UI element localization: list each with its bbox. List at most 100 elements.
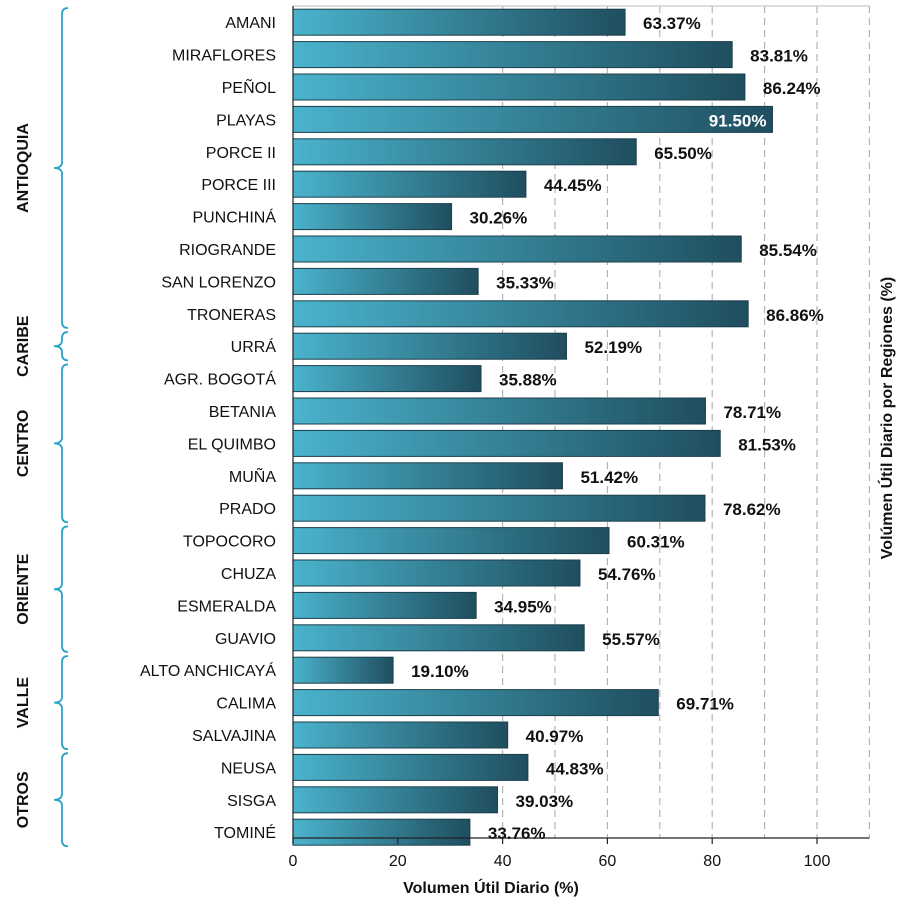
- value-label: 33.76%: [488, 824, 546, 843]
- region-label: ANTIOQUIA: [15, 123, 32, 213]
- region-bracket: [53, 7, 69, 329]
- value-label: 40.97%: [526, 727, 584, 746]
- category-labels: AMANI MIRAFLORES PEÑOL PLAYAS PORCE II PORCE …: [140, 15, 276, 842]
- value-label: 52.19%: [584, 338, 642, 357]
- x-axis-title: Volumen Útil Diario (%): [403, 878, 579, 897]
- x-tick-label: 40: [494, 853, 512, 870]
- category-label: NEUSA: [221, 760, 276, 777]
- bar: [292, 300, 749, 328]
- category-label: PEÑOL: [222, 77, 276, 97]
- category-label: TOPOCORO: [183, 534, 276, 551]
- category-label: PORCE III: [201, 177, 276, 194]
- category-label: MUÑA: [229, 466, 276, 486]
- region-bracket: [53, 655, 69, 751]
- bar: [292, 397, 706, 425]
- bar: [292, 818, 471, 846]
- bar: [292, 786, 499, 814]
- region-label: CARIBE: [15, 315, 32, 377]
- bar: [292, 235, 742, 263]
- region-bracket: [53, 331, 69, 362]
- bar: [292, 591, 477, 619]
- value-label: 86.86%: [766, 306, 824, 325]
- value-label: 51.42%: [580, 468, 638, 487]
- bar: [292, 462, 563, 490]
- bar: [292, 527, 610, 555]
- bar: [292, 41, 733, 69]
- bar: [292, 332, 567, 360]
- value-label: 44.45%: [544, 176, 602, 195]
- category-label: AGR. BOGOTÁ: [164, 370, 276, 389]
- value-label: 35.88%: [499, 371, 557, 390]
- bar: [292, 170, 527, 198]
- bar: [292, 559, 581, 587]
- region-label: ORIENTE: [15, 553, 32, 624]
- bar: [292, 689, 659, 717]
- value-label: 30.26%: [470, 209, 528, 228]
- category-label: TOMINÉ: [214, 823, 276, 842]
- x-tick-label: 0: [289, 853, 298, 870]
- x-tick-label: 80: [703, 853, 721, 870]
- bar: [292, 753, 529, 781]
- bar: [292, 203, 453, 231]
- value-label: 19.10%: [411, 662, 469, 681]
- category-label: PRADO: [219, 501, 276, 518]
- value-label: 83.81%: [750, 47, 808, 66]
- category-label: URRÁ: [231, 337, 277, 356]
- bar: [292, 429, 721, 457]
- value-label: 35.33%: [496, 273, 554, 292]
- value-label: 91.50%: [709, 111, 767, 130]
- category-label: PLAYAS: [216, 112, 276, 129]
- region-bracket: [53, 525, 69, 653]
- category-label: CALIMA: [216, 696, 276, 713]
- value-label: 69.71%: [676, 695, 734, 714]
- bar: [292, 494, 706, 522]
- value-label: 81.53%: [738, 435, 796, 454]
- bar: [292, 721, 509, 749]
- category-label: TRONERAS: [187, 307, 276, 324]
- value-label: 39.03%: [516, 792, 574, 811]
- category-label: CHUZA: [221, 566, 276, 583]
- x-tick-label: 100: [804, 853, 831, 870]
- category-label: GUAVIO: [215, 631, 276, 648]
- category-label: MIRAFLORES: [172, 48, 276, 65]
- category-label: RIOGRANDE: [179, 242, 276, 259]
- bars: [292, 8, 773, 846]
- bar: [292, 624, 585, 652]
- x-tick-label: 60: [599, 853, 617, 870]
- region-bracket: [53, 752, 69, 848]
- value-label: 86.24%: [763, 79, 821, 98]
- region-brackets: ANTIOQUIA CARIBE CENTRO ORIENTE VALLE OTROS: [15, 7, 69, 848]
- bar: [292, 105, 773, 133]
- bar: [292, 267, 479, 295]
- value-label: 65.50%: [654, 144, 712, 163]
- x-tick-label: 20: [389, 853, 407, 870]
- category-label: PORCE II: [206, 145, 276, 162]
- x-axis: 0 20 40 60 80 100: [289, 6, 870, 870]
- category-label: AMANI: [225, 15, 276, 32]
- category-label: PUNCHINÁ: [192, 208, 276, 227]
- category-label: SAN LORENZO: [161, 274, 276, 291]
- category-label: EL QUIMBO: [188, 436, 276, 453]
- category-label: ALTO ANCHICAYÁ: [140, 661, 276, 680]
- region-label: VALLE: [15, 677, 32, 729]
- bar: [292, 73, 746, 101]
- value-label: 54.76%: [598, 565, 656, 584]
- value-label: 63.37%: [643, 14, 701, 33]
- value-label: 78.71%: [723, 403, 781, 422]
- region-bracket: [53, 363, 69, 524]
- region-label: OTROS: [15, 771, 32, 828]
- category-label: ESMERALDA: [177, 598, 276, 615]
- right-axis-title: Volúmen Útil Diario por Regiones (%): [877, 277, 896, 559]
- bar: [292, 365, 482, 393]
- category-label: BETANIA: [209, 404, 277, 421]
- bar: [292, 656, 394, 684]
- category-label: SISGA: [227, 793, 276, 810]
- bar: [292, 8, 626, 36]
- value-label: 44.83%: [546, 759, 604, 778]
- value-label: 78.62%: [723, 500, 781, 519]
- value-label: 85.54%: [759, 241, 817, 260]
- value-label: 34.95%: [494, 597, 552, 616]
- value-label: 55.57%: [602, 630, 660, 649]
- value-label: 60.31%: [627, 533, 685, 552]
